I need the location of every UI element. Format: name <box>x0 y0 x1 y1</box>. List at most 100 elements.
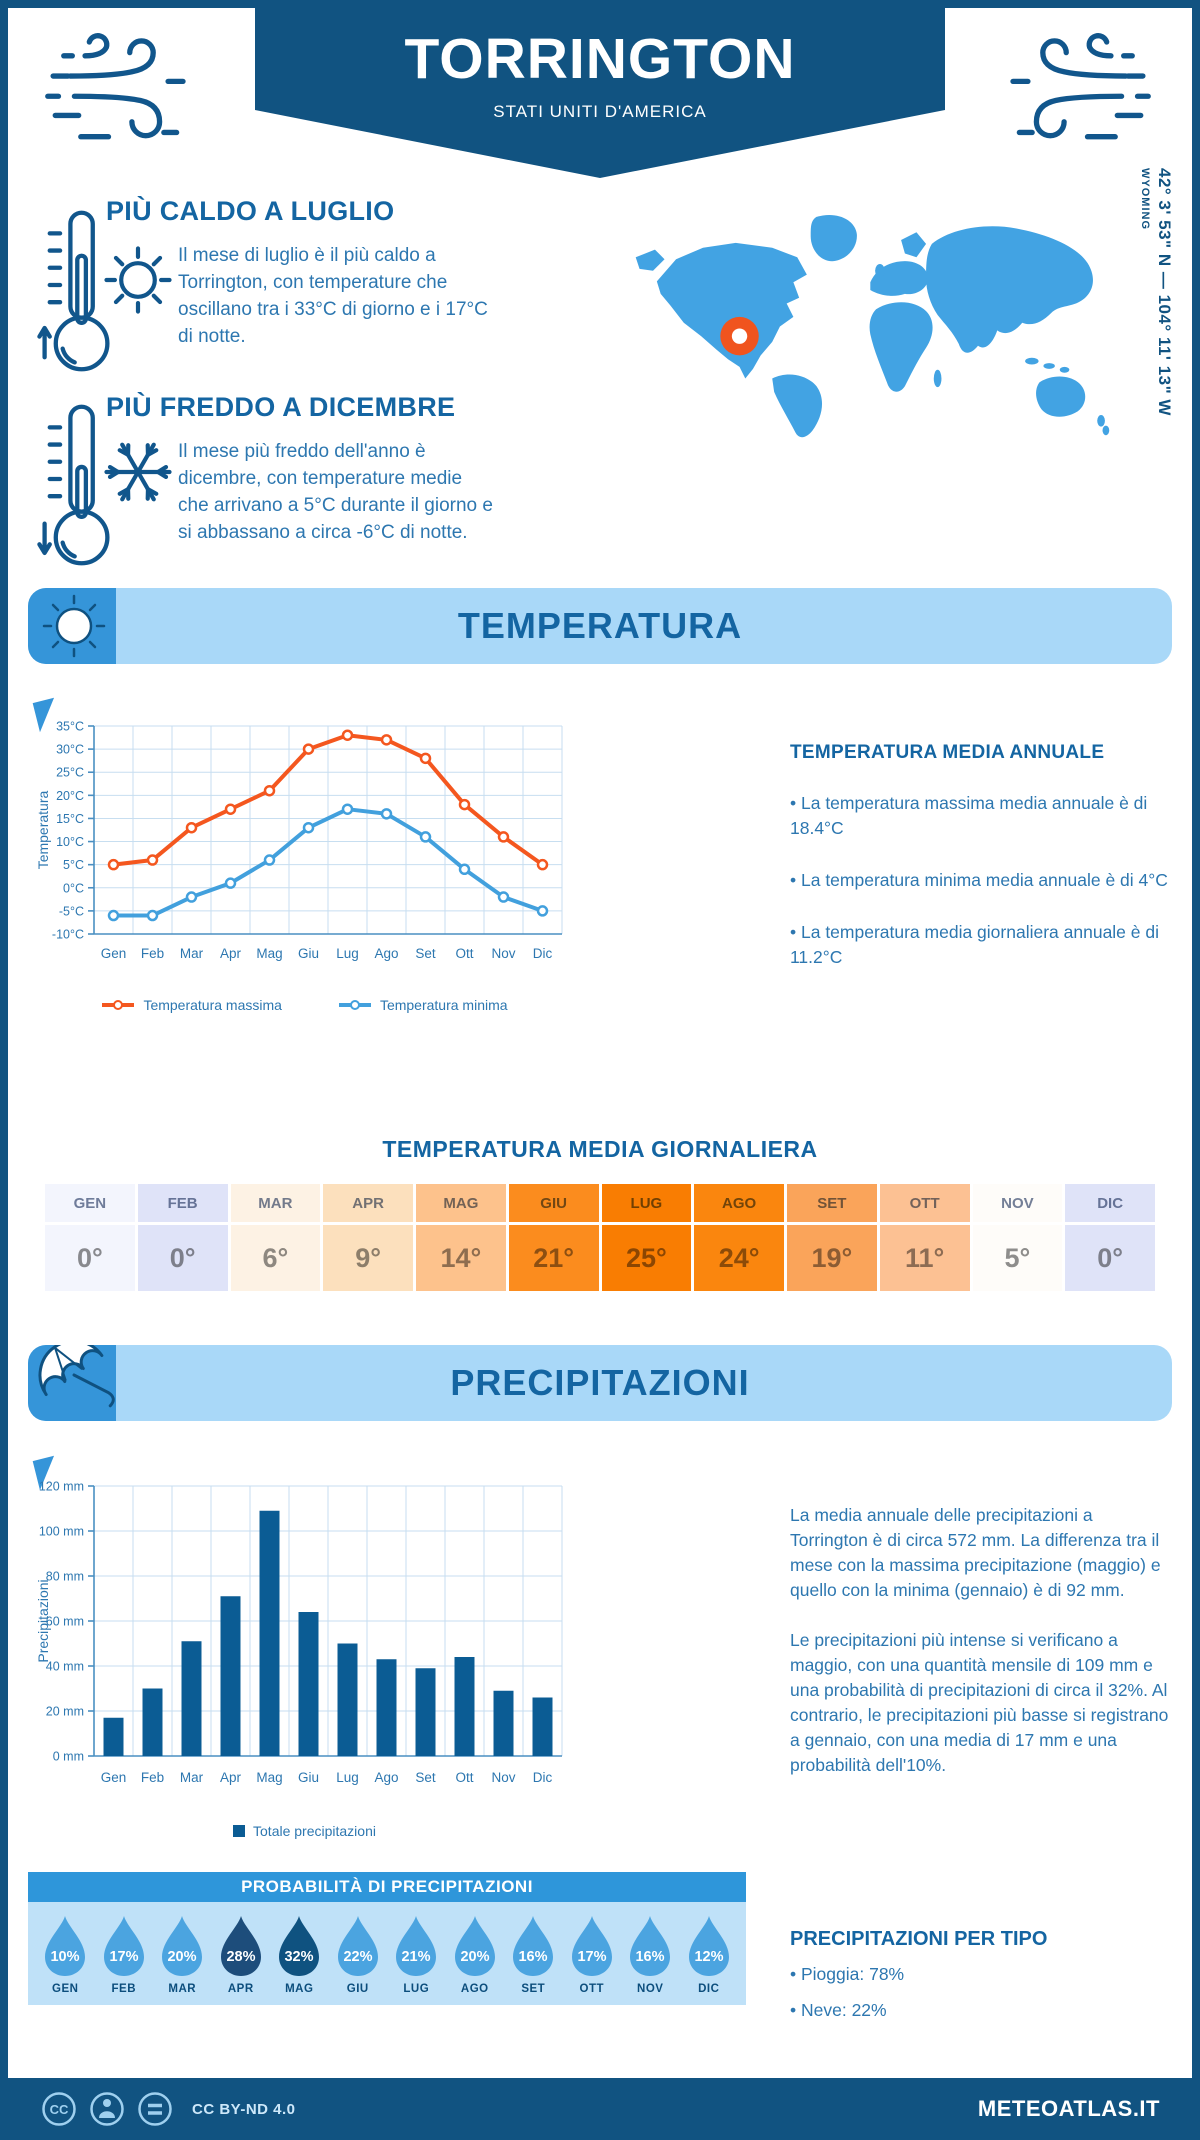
droplet-shape <box>454 1916 495 1976</box>
y-axis-label: 10°C <box>56 835 84 849</box>
person-icon <box>90 2092 124 2126</box>
droplet-shape <box>630 1916 671 1976</box>
max-line-marker <box>102 1000 135 1010</box>
thermometer-down-icon <box>37 404 110 566</box>
droplet-shape <box>396 1916 437 1976</box>
droplet-percent: 21% <box>402 1949 431 1965</box>
site-name: METEOATLAS.IT <box>977 2096 1160 2121</box>
right-border <box>1192 0 1200 2140</box>
total-precип-marker <box>233 1825 246 1837</box>
legend-max-label: Temperatura massima <box>143 997 282 1013</box>
probability-droplets: 10% GEN 17% FEB 20% MAR 28% APR 32% MAG 22% GIU 21% L… <box>28 1902 746 2005</box>
probability-box: PROBABILITÀ DI PRECIPITAZIONI 10% GEN 17% F… <box>28 1872 746 2005</box>
wind-icon <box>45 33 186 140</box>
temperature-section-title: TEMPERATURA <box>457 605 743 646</box>
y-axis-label: 25°C <box>56 766 84 780</box>
max-temperature-line <box>111 733 545 867</box>
month-header: AGO <box>694 1184 784 1222</box>
data-point <box>263 784 276 797</box>
month-mean-value: 5° <box>972 1225 1063 1291</box>
snowflake-spoke <box>120 469 141 502</box>
droplet-shape <box>337 1916 378 1976</box>
x-axis-label: Dic <box>533 1770 553 1785</box>
y-axis-title: Precipitazioni <box>35 1579 51 1662</box>
bar <box>220 1596 241 1756</box>
y-axis-label: 30°C <box>56 743 84 757</box>
map-coordinates: WYOMING 42° 3' 53" N — 104° 11' 13" W <box>1139 168 1174 468</box>
droplet-cell: 22% GIU <box>329 1914 388 1995</box>
precipitation-section-title: PRECIPITAZIONI <box>450 1362 750 1403</box>
x-axis-label: Set <box>415 1770 436 1785</box>
month-mean-value: 14° <box>416 1225 506 1291</box>
y-axis-label: 40 mm <box>46 1660 84 1674</box>
snowflake-spoke <box>135 469 156 502</box>
month-mean-value: 0° <box>1065 1225 1155 1291</box>
droplet-percent: 10% <box>51 1949 80 1965</box>
daily-mean-table: GEN 0° FEB 0° MAR 6° APR 9° MAG 14° GIU 21° LUG 25° AG… <box>45 1184 1155 1291</box>
daily-table-title: TEMPERATURA MEDIA GIORNALIERA <box>382 1136 818 1162</box>
month-mean-value: 11° <box>879 1225 970 1291</box>
month-mean-value: 19° <box>787 1225 877 1291</box>
continents <box>635 215 1110 438</box>
left-border <box>0 0 8 2140</box>
droplet-icon: 20% <box>454 1916 495 1976</box>
data-point <box>458 863 471 876</box>
bar <box>415 1668 436 1756</box>
x-axis-label: Mar <box>180 946 204 961</box>
annual-bullet: • La temperatura massima media annuale è… <box>790 793 1148 838</box>
per-tipo-bullet: • Neve: 22% <box>790 2000 887 2020</box>
droplet-percent: 16% <box>636 1949 665 1965</box>
data-point <box>341 803 354 815</box>
y-axis-label: 120 mm <box>39 1480 84 1494</box>
droplet-cell: 21% LUG <box>387 1914 446 1995</box>
page-subtitle: STATI UNITI D'AMERICA <box>493 102 707 121</box>
bar <box>337 1643 358 1756</box>
y-axis-label: 100 mm <box>39 1525 84 1539</box>
min-temperature-line <box>111 807 545 918</box>
month-mean-value: 0° <box>137 1225 228 1291</box>
droplet-month-label: AGO <box>460 1983 489 1995</box>
x-axis-label: Ott <box>455 946 473 961</box>
month-mean-value: 6° <box>230 1225 321 1291</box>
location-marker-center <box>731 328 748 344</box>
data-point <box>536 858 549 871</box>
droplet-shape <box>688 1916 729 1976</box>
bar <box>181 1641 202 1756</box>
droplet-cell: 16% SET <box>504 1914 563 1995</box>
legend-total-label: Totale precipitazioni <box>253 1823 376 1839</box>
data-point <box>185 891 198 903</box>
data-point <box>302 743 315 755</box>
data-point <box>224 803 237 815</box>
bar <box>376 1659 397 1756</box>
x-axis-label: Gen <box>101 946 127 961</box>
footer: CC CC BY-ND 4.0 METEOATLAS.IT <box>0 2078 1200 2140</box>
month-column: DIC 0° <box>1065 1184 1155 1291</box>
data-point <box>107 858 120 871</box>
data-point <box>107 909 120 922</box>
droplet-icon: 17% <box>103 1916 144 1976</box>
droplet-icon: 16% <box>630 1916 671 1976</box>
top-border <box>0 0 1200 8</box>
y-axis-title: Temperatura <box>35 790 51 869</box>
droplet-percent: 20% <box>168 1949 197 1965</box>
license-group: CC CC BY-ND 4.0 <box>40 2090 296 2128</box>
y-axis-label: 0°C <box>63 881 84 895</box>
data-point <box>263 854 276 866</box>
y-axis-label: 20°C <box>56 789 84 803</box>
y-axis-label: -5°C <box>59 904 84 918</box>
x-axis-label: Set <box>415 946 436 961</box>
legend-min-label: Temperatura minima <box>379 997 508 1013</box>
bar <box>493 1690 514 1756</box>
warm-title: PIÙ CALDO A LUGLIO <box>106 196 395 226</box>
droplet-icon: 12% <box>688 1916 729 1976</box>
x-axis-label: Ott <box>455 1770 473 1785</box>
temperature-banner: TEMPERATURA <box>28 588 1172 664</box>
temperature-chart: -10°C -5°C 0°C 5°C 10°C 15°C 20°C 25°C 30°C 35°C G… <box>32 714 577 1013</box>
month-column: FEB 0° <box>137 1184 228 1291</box>
annual-bullet: • La temperatura minima media annuale è … <box>790 870 1168 890</box>
month-header: OTT <box>879 1184 970 1222</box>
droplet-shape <box>571 1916 612 1976</box>
month-mean-value: 21° <box>508 1225 599 1291</box>
x-axis-label: Lug <box>336 946 359 961</box>
snowflake-spoke <box>155 464 169 475</box>
